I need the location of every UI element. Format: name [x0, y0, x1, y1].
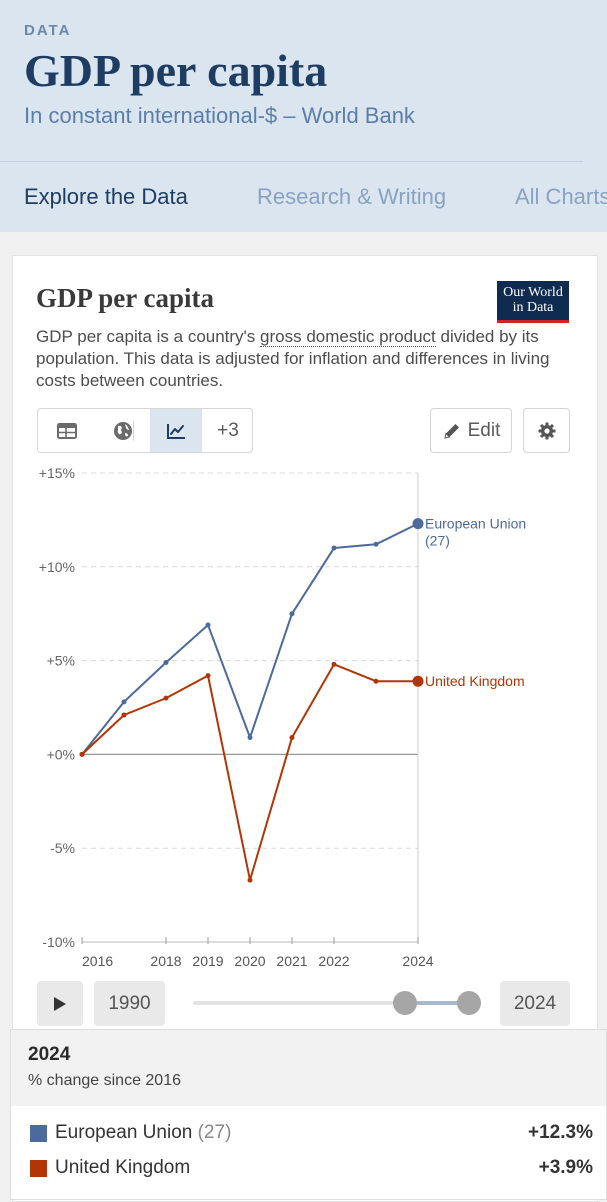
entity-name: United Kingdom: [55, 1157, 191, 1178]
data-point: [205, 673, 211, 679]
table-icon: [57, 422, 77, 439]
series-swatch: [30, 1160, 47, 1177]
gear-icon: [538, 422, 555, 439]
page-header: DATA GDP per capita In constant internat…: [0, 0, 607, 232]
gross-domestic-product-link[interactable]: gross domestic product: [260, 327, 436, 347]
entity-suffix: (27): [197, 1122, 232, 1143]
tooltip-entity-name: European Union (27): [55, 1122, 231, 1144]
page-subtitle: In constant international-$ – World Bank: [24, 103, 415, 128]
tooltip-header: 2024 % change since 2016: [11, 1030, 606, 1106]
timeline-end-year[interactable]: 2024: [500, 981, 570, 1026]
series-label: United Kingdom: [425, 673, 525, 689]
timeline-end-handle[interactable]: [457, 991, 481, 1015]
y-tick-label: +10%: [39, 559, 75, 575]
edit-button-label: Edit: [467, 419, 501, 441]
x-tick-label: 2021: [276, 953, 307, 969]
y-tick-label: -5%: [50, 840, 75, 856]
data-point: [121, 699, 127, 705]
data-point: [412, 675, 424, 687]
data-point: [163, 659, 169, 665]
map-view-button[interactable]: [96, 409, 150, 452]
description-text-1: GDP per capita is a country's: [36, 327, 261, 346]
series-line: [81, 663, 418, 882]
tooltip-row: European Union (27) +12.3%: [28, 1122, 593, 1148]
x-tick-label: 2022: [318, 953, 349, 969]
timeline-start-handle[interactable]: [393, 991, 417, 1015]
line-chart[interactable]: +15% +10% +5% +0% -5% -10% 2016 2018 2019 2020 20…: [0, 455, 607, 975]
y-tick-label: +15%: [39, 465, 75, 481]
x-tick-label: 2018: [150, 953, 181, 969]
tooltip-value: +3.9%: [538, 1157, 593, 1178]
y-tick-label: +0%: [47, 746, 75, 762]
table-view-button[interactable]: [38, 409, 96, 452]
series-swatch: [30, 1125, 47, 1142]
globe-icon: [114, 421, 132, 440]
data-point: [373, 541, 379, 547]
data-point: [163, 695, 169, 701]
play-button[interactable]: [37, 981, 83, 1026]
series-label: European Union: [425, 516, 526, 532]
data-point: [373, 678, 379, 684]
x-tick-label: 2019: [192, 953, 223, 969]
data-point: [121, 712, 127, 718]
tab-explore-the-data[interactable]: Explore the Data: [24, 184, 188, 209]
data-point: [289, 735, 295, 741]
edit-button[interactable]: Edit: [430, 408, 512, 453]
description-text-2: divided by its population. This data is …: [36, 327, 550, 390]
chart-tooltip: 2024 % change since 2016 European Union …: [10, 1029, 607, 1200]
pencil-icon: [443, 423, 459, 439]
tooltip-subtitle: % change since 2016: [28, 1072, 181, 1089]
series-label: (27): [425, 533, 450, 549]
timeline-selected-range: [405, 1001, 469, 1005]
owid-logo[interactable]: Our World in Data: [497, 281, 569, 323]
line-chart-icon: [167, 423, 185, 439]
page-title: GDP per capita: [24, 45, 328, 96]
tab-research-writing[interactable]: Research & Writing: [257, 184, 447, 209]
line-chart-view-button[interactable]: [150, 409, 202, 452]
y-tick-label: -10%: [42, 934, 75, 950]
tooltip-row: United Kingdom +3.9%: [28, 1157, 593, 1183]
x-tick-label: 2016: [82, 953, 113, 969]
series-line: [81, 522, 419, 756]
y-tick-label: +5%: [47, 653, 75, 669]
data-point: [247, 877, 253, 883]
chart-description: GDP per capita is a country's gross dome…: [36, 326, 556, 392]
more-views-button[interactable]: +3: [217, 419, 239, 441]
x-tick-label: 2024: [402, 953, 433, 969]
logo-line-2: in Data: [512, 300, 554, 315]
play-icon: [54, 996, 66, 1011]
timeline-start-year[interactable]: 1990: [94, 981, 165, 1026]
entity-name: European Union: [55, 1122, 193, 1143]
header-divider: [0, 161, 583, 162]
timeline-track[interactable]: [193, 1001, 469, 1005]
data-point: [289, 611, 295, 617]
chart-title: GDP per capita: [36, 283, 214, 313]
data-point: [247, 735, 253, 741]
settings-button[interactable]: [523, 408, 570, 453]
tooltip-value: +12.3%: [528, 1122, 593, 1143]
button-separator: [133, 421, 134, 441]
tooltip-year: 2024: [28, 1044, 71, 1065]
data-point: [331, 661, 337, 667]
data-point: [205, 622, 211, 628]
data-point: [79, 751, 85, 757]
view-switcher: +3: [37, 408, 253, 453]
data-point: [412, 518, 424, 530]
tooltip-entity-name: United Kingdom: [55, 1157, 190, 1179]
tab-all-charts[interactable]: All Charts: [515, 184, 607, 209]
data-point: [331, 545, 337, 551]
x-tick-label: 2020: [234, 953, 265, 969]
logo-line-1: Our World: [503, 285, 563, 300]
header-kicker: DATA: [24, 22, 72, 39]
